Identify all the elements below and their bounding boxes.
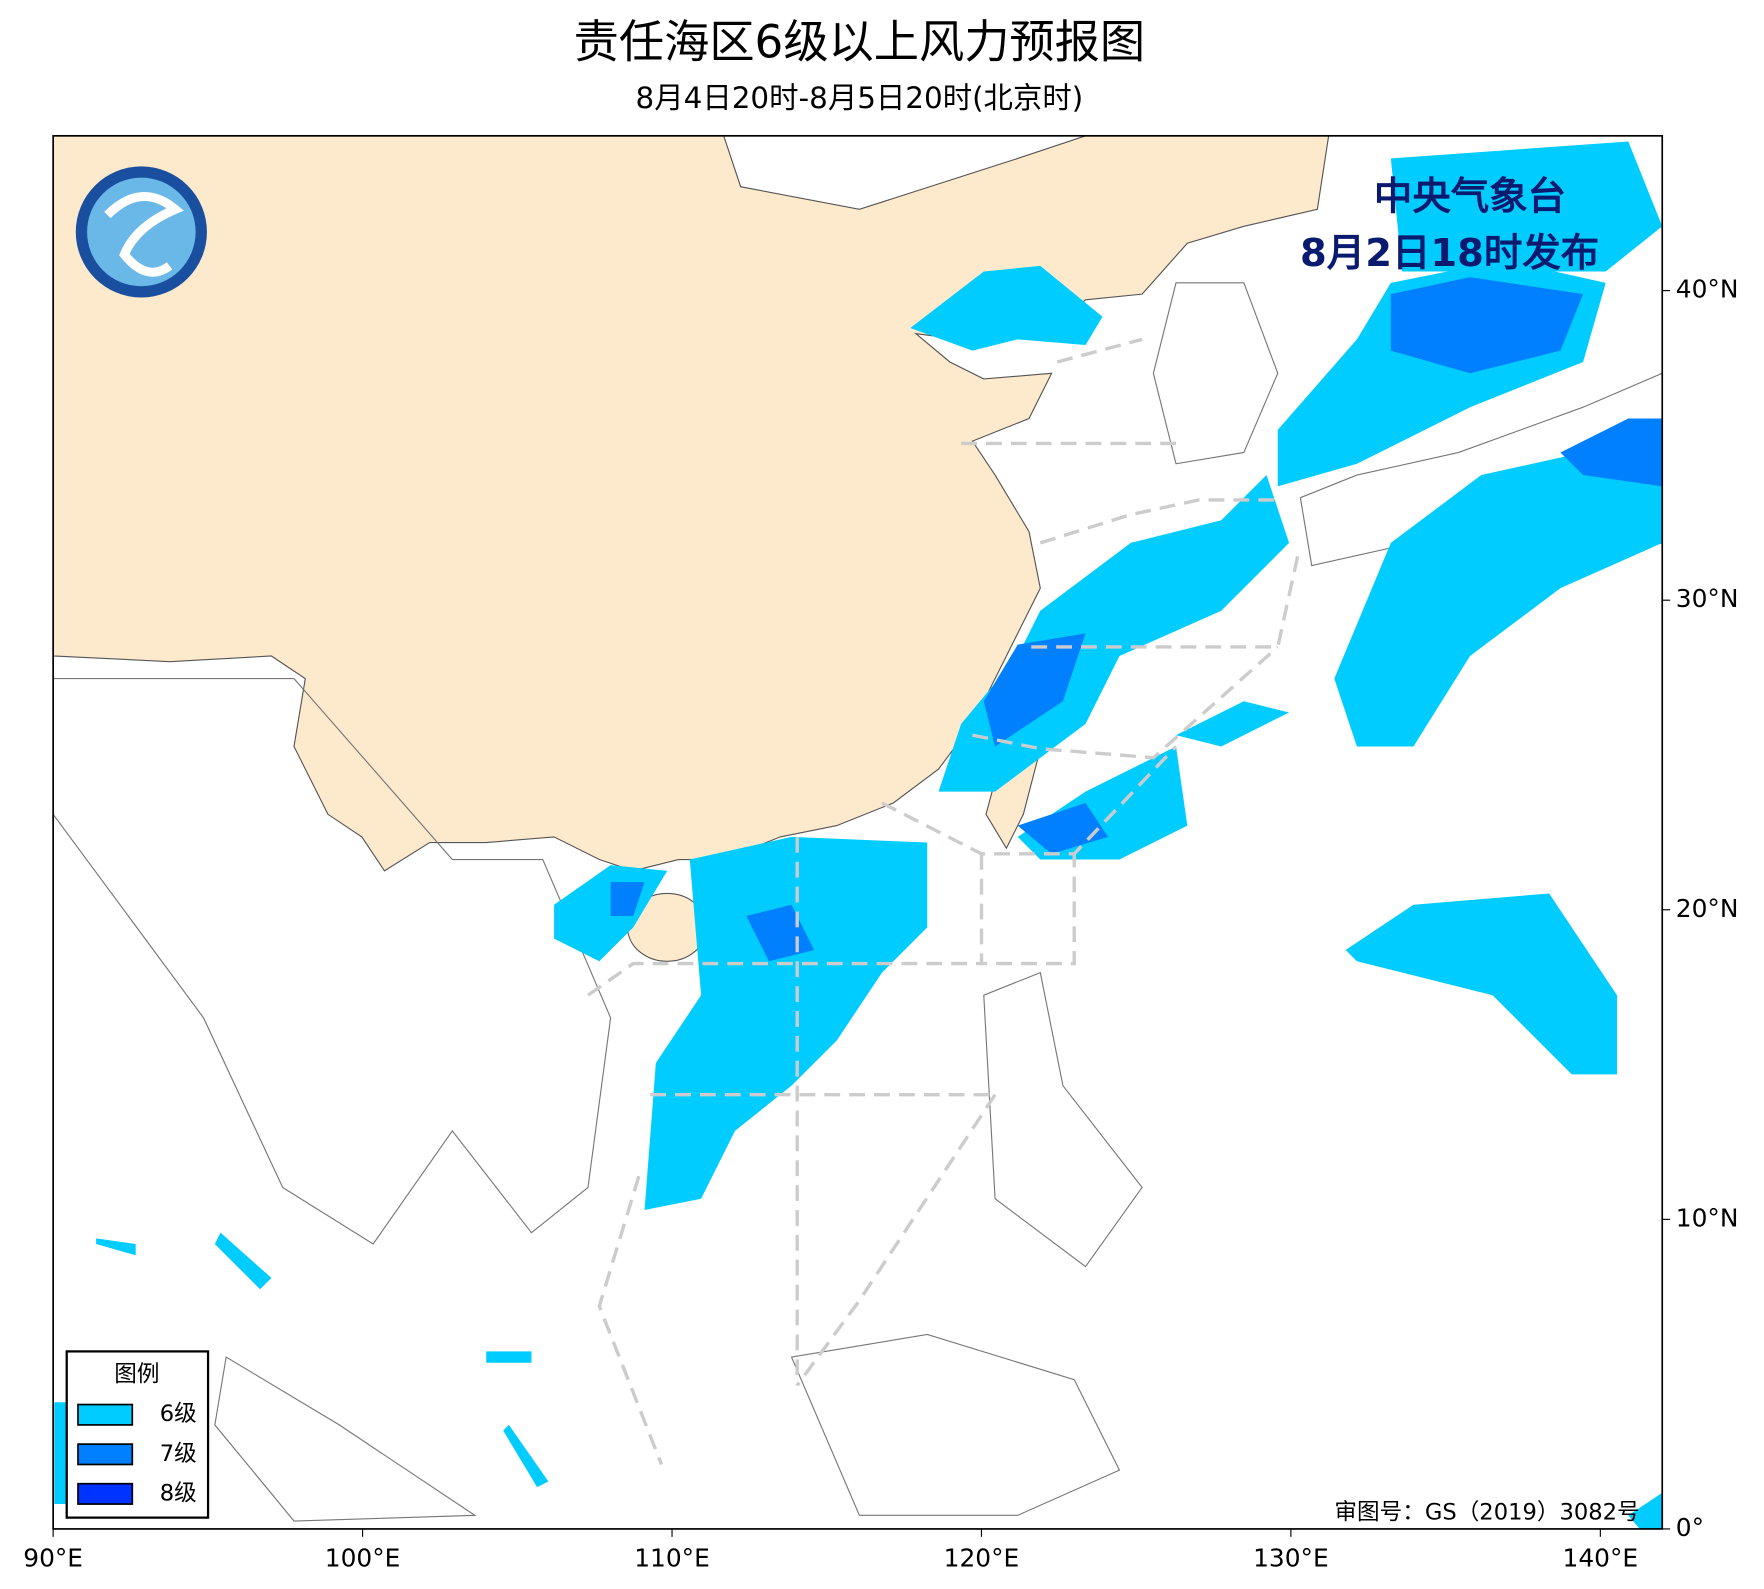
wind-7	[610, 277, 1663, 962]
logo	[75, 166, 207, 298]
legend-swatch	[77, 1482, 134, 1505]
issued: 8月2日18时发布	[1300, 231, 1599, 276]
map-area	[52, 134, 1664, 1530]
legend-title: 图例	[114, 1362, 159, 1388]
legend-swatch	[77, 1403, 134, 1426]
y-tick-label: 30°N	[1676, 584, 1739, 613]
credit: 审图号：GS（2019）3082号	[1334, 1500, 1639, 1526]
agency: 中央气象台	[1374, 175, 1566, 220]
legend-label: 8级	[160, 1480, 197, 1506]
legend-label: 6级	[160, 1401, 197, 1427]
x-tick-label: 120°E	[944, 1543, 1020, 1572]
legend: 图例 6级 7级 8级	[65, 1350, 210, 1519]
sea-zones	[587, 337, 1300, 1466]
x-tick-label: 110°E	[634, 1543, 710, 1572]
x-tick-label: 100°E	[325, 1543, 401, 1572]
title: 责任海区6级以上风力预报图	[574, 15, 1145, 68]
y-tick-label: 20°N	[1676, 894, 1739, 923]
y-tick-label: 0°	[1676, 1513, 1704, 1542]
logo-mark	[104, 192, 184, 277]
legend-swatch	[77, 1443, 134, 1466]
frame	[52, 134, 1664, 1530]
x-tick-label: 140°E	[1563, 1543, 1639, 1572]
x-tick-label: 90°E	[23, 1543, 83, 1572]
subtitle: 8月4日20时-8月5日20时(北京时)	[636, 81, 1084, 115]
y-tick-label: 40°N	[1676, 275, 1739, 304]
y-tick-label: 10°N	[1676, 1203, 1739, 1232]
x-tick-label: 130°E	[1253, 1543, 1329, 1572]
legend-label: 7级	[160, 1441, 197, 1467]
